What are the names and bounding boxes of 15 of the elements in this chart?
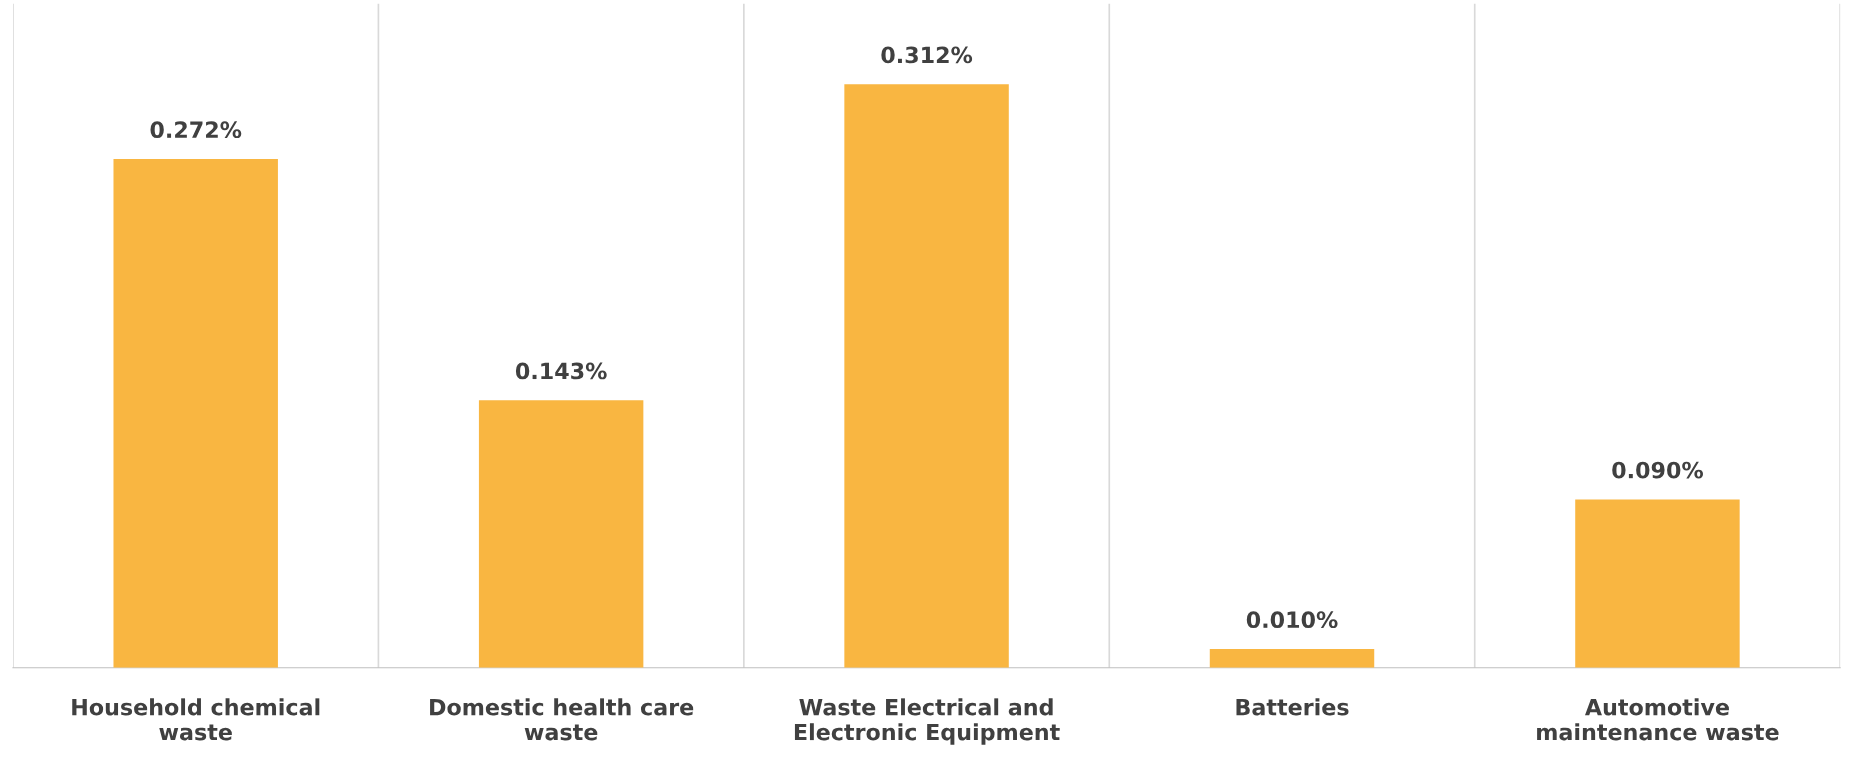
data-label: 0.010% xyxy=(1246,611,1338,629)
x-tick-label: Household chemical waste xyxy=(72,698,320,741)
x-tick-label: Automotive maintenance waste xyxy=(1537,698,1779,741)
bar xyxy=(1575,499,1740,668)
bar xyxy=(844,84,1009,668)
bar xyxy=(1209,649,1375,668)
bar xyxy=(478,400,644,668)
data-label: 0.312% xyxy=(881,46,973,64)
data-label: 0.090% xyxy=(1612,461,1704,479)
data-label: 0.143% xyxy=(515,362,607,380)
x-tick-label: Domestic health care waste xyxy=(430,698,694,741)
x-tick-label: Batteries xyxy=(1236,698,1349,716)
data-label: 0.272% xyxy=(150,121,242,139)
bar xyxy=(113,159,278,668)
x-tick-label: Waste Electrical and Electronic Equipment xyxy=(794,698,1060,745)
